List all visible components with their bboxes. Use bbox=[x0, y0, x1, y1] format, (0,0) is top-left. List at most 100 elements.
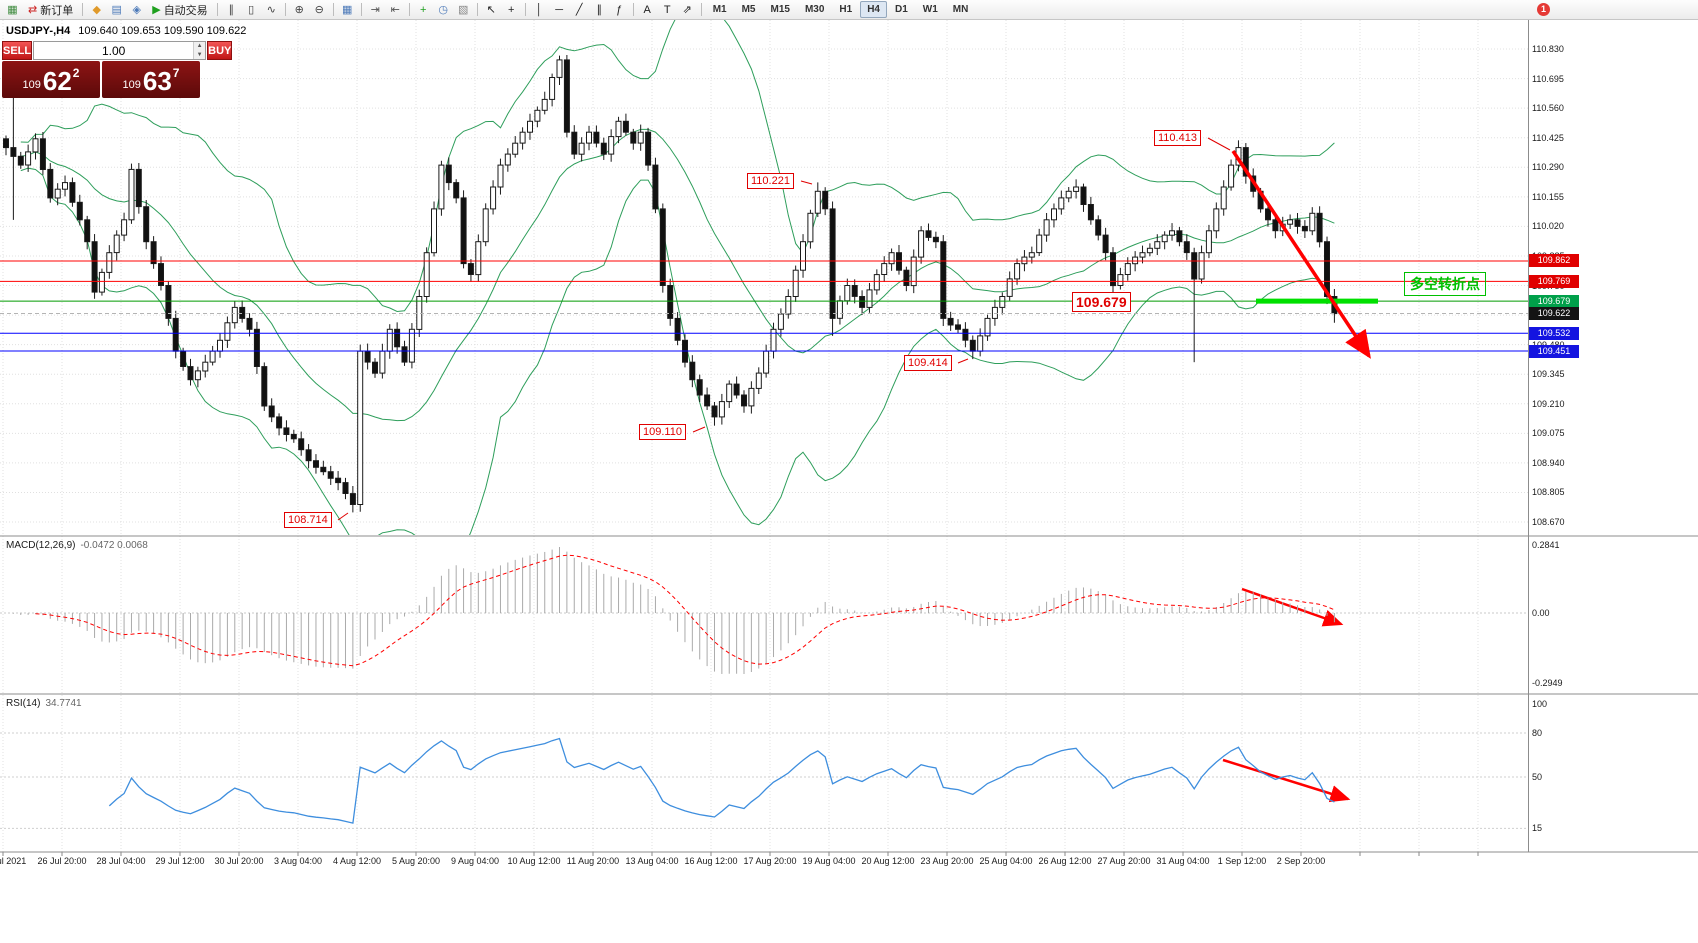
bid-price-button[interactable]: 109 62 2 bbox=[2, 61, 100, 98]
time-axis-label: 20 Aug 12:00 bbox=[861, 856, 915, 866]
price-annotation[interactable]: 109.110 bbox=[639, 424, 686, 440]
navigator-icon[interactable]: ◈ bbox=[127, 2, 146, 18]
crosshair-icon[interactable]: + bbox=[502, 2, 521, 18]
crosshair-icon-glyph: + bbox=[507, 3, 515, 16]
tile-windows-icon[interactable]: ▦ bbox=[338, 2, 357, 18]
trendline-icon-glyph: ╱ bbox=[575, 4, 583, 16]
sell-button[interactable]: SELL bbox=[2, 41, 33, 60]
price-axis-label: 108.940 bbox=[1532, 457, 1565, 468]
cursor-icon[interactable]: ↖ bbox=[482, 2, 501, 18]
one-click-trading-panel: SELL ▲ ▼ BUY 109 62 2 109 63 7 bbox=[2, 41, 233, 98]
timeframe-button-m30[interactable]: M30 bbox=[804, 4, 825, 15]
time-axis-label: 4 Aug 12:00 bbox=[332, 856, 382, 866]
bar-chart-icon[interactable]: ∥ bbox=[222, 2, 241, 18]
auto-scroll-icon-glyph: ⇥ bbox=[370, 4, 380, 16]
channel-icon[interactable]: ∥ bbox=[590, 2, 609, 18]
new-chart-icon[interactable]: ▦ bbox=[3, 2, 22, 18]
horizontal-line-icon-glyph: ─ bbox=[555, 3, 564, 16]
price-annotation[interactable]: 109.414 bbox=[904, 355, 952, 371]
line-chart-icon[interactable]: ∿ bbox=[262, 2, 281, 18]
zoom-out-icon-glyph: ⊖ bbox=[314, 4, 324, 16]
volume-box: ▲ ▼ bbox=[33, 41, 207, 60]
autotrading-button[interactable]: ▶ 自动交易 bbox=[147, 2, 212, 18]
price-axis-label: 110.155 bbox=[1532, 191, 1564, 202]
bar-chart-icon-glyph: ∥ bbox=[228, 4, 234, 16]
timeframe-button-m5[interactable]: M5 bbox=[741, 4, 756, 15]
fibonacci-icon-glyph: ƒ bbox=[616, 3, 623, 16]
rsi-axis-label: 80 bbox=[1532, 727, 1543, 738]
volume-spinner: ▲ ▼ bbox=[193, 42, 206, 59]
vertical-line-icon[interactable]: │ bbox=[530, 2, 549, 18]
ask-price-button[interactable]: 109 63 7 bbox=[102, 61, 200, 98]
arrows-tool-icon[interactable]: ⇗ bbox=[678, 2, 697, 18]
price-annotation[interactable]: 108.714 bbox=[284, 512, 332, 528]
ask-big-digits: 63 bbox=[142, 66, 172, 96]
price-axis-label: 109.345 bbox=[1532, 369, 1565, 380]
buy-button[interactable]: BUY bbox=[207, 41, 233, 60]
market-watch-icon[interactable]: ◆ bbox=[87, 2, 106, 18]
toolbar-separator bbox=[524, 3, 526, 16]
new-order-glyph: ⇄ bbox=[28, 4, 38, 16]
macd-axis-label: -0.2949 bbox=[1532, 678, 1563, 688]
chart-shift-icon[interactable]: ⇤ bbox=[386, 2, 405, 18]
toolbar-separator bbox=[82, 3, 84, 16]
autotrading-glyph: ▶ bbox=[152, 4, 161, 16]
price-tag: 109.451 bbox=[1529, 344, 1579, 358]
toolbar-separator bbox=[216, 3, 218, 16]
fibonacci-icon[interactable]: ƒ bbox=[610, 2, 629, 18]
cursor-icon-glyph: ↖ bbox=[486, 4, 496, 16]
text-label-icon[interactable]: T bbox=[658, 2, 677, 18]
timeframe-button-h1[interactable]: H1 bbox=[839, 4, 853, 15]
periods-icon[interactable]: ◷ bbox=[434, 2, 453, 18]
time-axis-label: 17 Aug 20:00 bbox=[743, 856, 797, 866]
price-annotation[interactable]: 109.679 bbox=[1072, 292, 1131, 312]
data-window-icon[interactable]: ▤ bbox=[107, 2, 126, 18]
toolbar-separator bbox=[284, 3, 286, 16]
indicators-icon[interactable]: + bbox=[414, 2, 433, 18]
turning-point-note[interactable]: 多空转折点 bbox=[1404, 272, 1486, 296]
price-annotation[interactable]: 110.221 bbox=[747, 173, 794, 189]
timeframe-button-w1[interactable]: W1 bbox=[922, 4, 938, 15]
time-axis-label: 11 Aug 20:00 bbox=[566, 856, 620, 866]
indicators-icon-glyph: + bbox=[419, 3, 427, 16]
trendline-icon[interactable]: ╱ bbox=[570, 2, 589, 18]
vertical-line-icon-glyph: │ bbox=[535, 3, 543, 16]
price-axis-label: 108.805 bbox=[1532, 487, 1565, 498]
horizontal-line-icon[interactable]: ─ bbox=[550, 2, 569, 18]
timeframe-button-m15[interactable]: M15 bbox=[770, 4, 790, 15]
timeframe-button-d1[interactable]: D1 bbox=[895, 4, 908, 15]
price-tag: 109.679 bbox=[1529, 294, 1579, 308]
volume-up-button[interactable]: ▲ bbox=[194, 42, 206, 51]
bid-big-digits: 62 bbox=[42, 66, 72, 96]
volume-down-button[interactable]: ▼ bbox=[194, 50, 206, 59]
text-icon-glyph: A bbox=[643, 3, 651, 16]
timeframe-button-m1[interactable]: M1 bbox=[712, 4, 727, 15]
toolbar-separator bbox=[476, 3, 478, 16]
rsi-indicator-label: RSI(14) 34.7741 bbox=[6, 698, 82, 709]
text-label-icon-glyph: T bbox=[663, 3, 671, 16]
time-axis-label: 9 Aug 04:00 bbox=[450, 856, 500, 866]
templates-icon[interactable]: ▧ bbox=[454, 2, 473, 18]
ask-pip-digit: 7 bbox=[172, 66, 180, 80]
timeframe-button-mn[interactable]: MN bbox=[952, 4, 969, 15]
zoom-in-icon-glyph: ⊕ bbox=[294, 4, 304, 16]
text-icon[interactable]: A bbox=[638, 2, 657, 18]
zoom-out-icon[interactable]: ⊖ bbox=[310, 2, 329, 18]
price-axis-label: 109.210 bbox=[1532, 398, 1565, 409]
auto-scroll-icon[interactable]: ⇥ bbox=[366, 2, 385, 18]
volume-input[interactable] bbox=[34, 42, 194, 59]
price-annotation[interactable]: 110.413 bbox=[1154, 130, 1201, 146]
price-tag: 109.769 bbox=[1529, 274, 1579, 288]
candlestick-icon[interactable]: ▯ bbox=[242, 2, 261, 18]
time-axis-label: 31 Aug 04:00 bbox=[1156, 856, 1210, 866]
price-tag: 109.532 bbox=[1529, 326, 1579, 340]
toolbar-separator bbox=[360, 3, 362, 16]
timeframe-button-h4[interactable]: H4 bbox=[860, 1, 887, 18]
zoom-in-icon[interactable]: ⊕ bbox=[290, 2, 309, 18]
price-axis-label: 110.290 bbox=[1532, 162, 1564, 173]
notification-badge[interactable]: 1 bbox=[1537, 3, 1550, 16]
main-toolbar: ▦ ⇄ 新订单 ◆ ▤ ◈ ▶ 自动交易 ∥ ▯ ∿ ⊕ ⊖ ▦ ⇥ ⇤ + ◷ ▧ ↖ + │ ─ ╱ ∥ ƒ A T ⇗ M1 M5 M1… bbox=[0, 0, 1698, 20]
new-order-button[interactable]: ⇄ 新订单 bbox=[23, 2, 78, 18]
